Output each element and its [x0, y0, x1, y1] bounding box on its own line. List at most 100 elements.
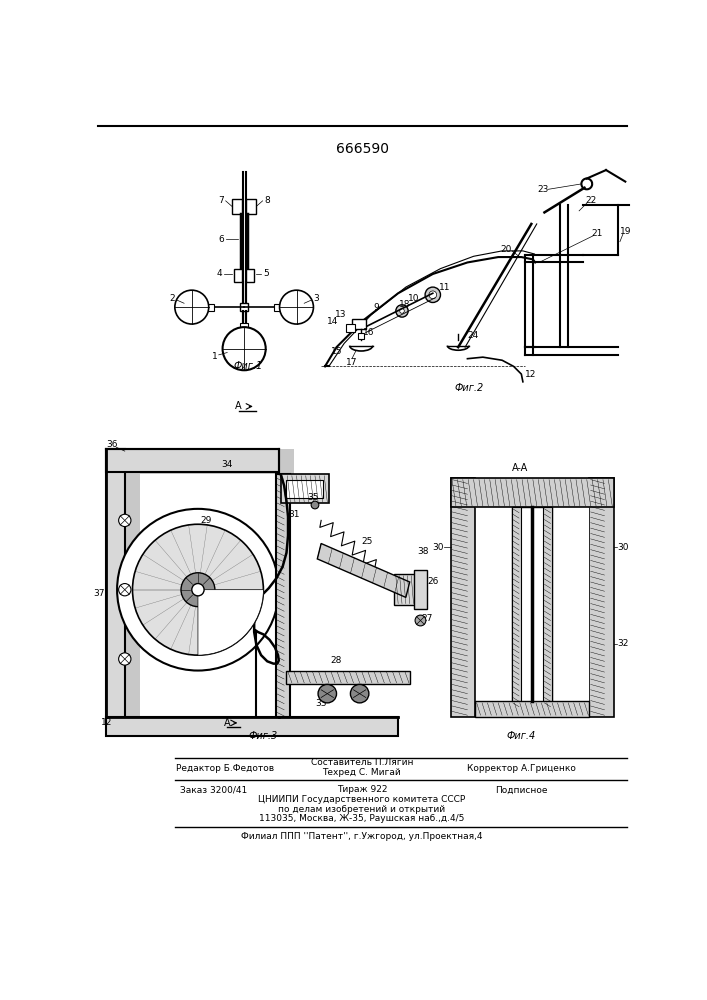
Text: 36: 36	[106, 440, 117, 449]
Text: по делам изобретений и открытий: по делам изобретений и открытий	[279, 805, 445, 814]
Circle shape	[351, 684, 369, 703]
Text: A: A	[235, 401, 241, 411]
Circle shape	[119, 514, 131, 527]
Circle shape	[119, 584, 131, 596]
Text: 31: 31	[288, 510, 300, 519]
Text: 6: 6	[218, 235, 224, 244]
Bar	[512, 507, 521, 706]
Text: 30: 30	[433, 543, 444, 552]
Bar	[358, 333, 364, 339]
Bar	[105, 449, 279, 472]
Bar	[286, 480, 324, 498]
Text: Фиг.1: Фиг.1	[233, 361, 262, 371]
Bar	[276, 474, 291, 717]
Bar	[475, 507, 589, 717]
Bar	[207, 304, 214, 311]
Text: 18: 18	[399, 300, 410, 309]
Text: 28: 28	[331, 656, 342, 665]
Text: 35: 35	[308, 493, 319, 502]
Circle shape	[119, 653, 131, 665]
Text: 21: 21	[591, 229, 602, 238]
Circle shape	[396, 305, 408, 317]
Circle shape	[429, 291, 437, 299]
Text: A: A	[224, 718, 230, 728]
Text: 17: 17	[346, 358, 358, 367]
Text: 38: 38	[417, 547, 428, 556]
Text: 666590: 666590	[337, 142, 390, 156]
Text: 3: 3	[313, 294, 319, 303]
Text: 34: 34	[221, 460, 233, 469]
Text: 26: 26	[427, 578, 438, 586]
Text: 32: 32	[617, 639, 629, 648]
Bar	[232, 199, 242, 214]
Text: Составитель П.Лягин: Составитель П.Лягин	[310, 758, 413, 767]
Text: 9: 9	[374, 303, 380, 312]
Text: Редактор Б.Федотов: Редактор Б.Федотов	[176, 764, 274, 773]
Bar	[234, 269, 242, 282]
Bar	[105, 449, 140, 717]
Text: 113035, Москва, Ж-35, Раушская наб.,д.4/5: 113035, Москва, Ж-35, Раушская наб.,д.4/…	[259, 814, 464, 823]
Text: 2: 2	[170, 294, 175, 303]
Bar	[589, 478, 614, 717]
Text: Корректор А.Гриценко: Корректор А.Гриценко	[467, 764, 575, 773]
Bar	[543, 507, 552, 706]
Text: ЦНИИПИ Государственного комитета СССР: ЦНИИПИ Государственного комитета СССР	[258, 795, 466, 804]
Bar	[247, 199, 257, 214]
Text: Тираж 922: Тираж 922	[337, 785, 387, 794]
Text: Фиг.2: Фиг.2	[455, 383, 484, 393]
Text: A-A: A-A	[512, 463, 528, 473]
Text: 22: 22	[585, 196, 596, 205]
Text: Техред С. Мигай: Техред С. Мигай	[322, 768, 402, 777]
Text: 16: 16	[363, 328, 375, 337]
Bar	[395, 574, 416, 605]
Polygon shape	[317, 544, 409, 597]
Circle shape	[132, 524, 264, 655]
Circle shape	[279, 290, 313, 324]
Bar	[352, 319, 366, 329]
Text: Фиг.3: Фиг.3	[249, 731, 278, 741]
Text: 24: 24	[467, 331, 479, 340]
Circle shape	[311, 501, 319, 509]
Wedge shape	[198, 590, 264, 655]
Text: 19: 19	[619, 227, 631, 236]
Bar	[286, 671, 409, 684]
Text: 10: 10	[408, 294, 419, 303]
Text: 8: 8	[264, 196, 270, 205]
Text: 7: 7	[218, 196, 224, 205]
Circle shape	[415, 615, 426, 626]
Bar	[240, 303, 248, 311]
Bar	[475, 701, 589, 717]
Text: 27: 27	[421, 614, 433, 623]
Circle shape	[223, 327, 266, 370]
Text: 12: 12	[101, 718, 113, 727]
Text: 37: 37	[93, 589, 105, 598]
Text: 12: 12	[525, 370, 537, 379]
Text: 30: 30	[617, 543, 629, 552]
Bar	[240, 323, 248, 331]
Bar	[247, 269, 254, 282]
Bar	[512, 507, 552, 706]
Bar	[414, 570, 428, 609]
Circle shape	[399, 309, 404, 313]
Bar	[274, 304, 281, 311]
Text: 5: 5	[263, 269, 269, 278]
Circle shape	[318, 684, 337, 703]
Bar	[346, 324, 355, 332]
Text: 1: 1	[212, 352, 218, 361]
Text: 23: 23	[537, 185, 549, 194]
Text: Подписное: Подписное	[495, 785, 548, 794]
Bar	[450, 478, 475, 717]
Text: 20: 20	[501, 245, 512, 254]
Bar	[281, 474, 329, 503]
Bar	[105, 717, 398, 736]
Text: Фиг.4: Фиг.4	[507, 731, 536, 741]
Circle shape	[192, 584, 204, 596]
Circle shape	[425, 287, 440, 302]
Text: 4: 4	[216, 269, 222, 278]
Text: 29: 29	[200, 516, 211, 525]
Text: 13: 13	[334, 310, 346, 319]
Text: Филиал ППП ''Патент'', г.Ужгород, ул.Проектная,4: Филиал ППП ''Патент'', г.Ужгород, ул.Про…	[241, 832, 483, 841]
Bar	[105, 449, 125, 722]
Bar	[105, 449, 294, 474]
Text: 14: 14	[327, 317, 339, 326]
